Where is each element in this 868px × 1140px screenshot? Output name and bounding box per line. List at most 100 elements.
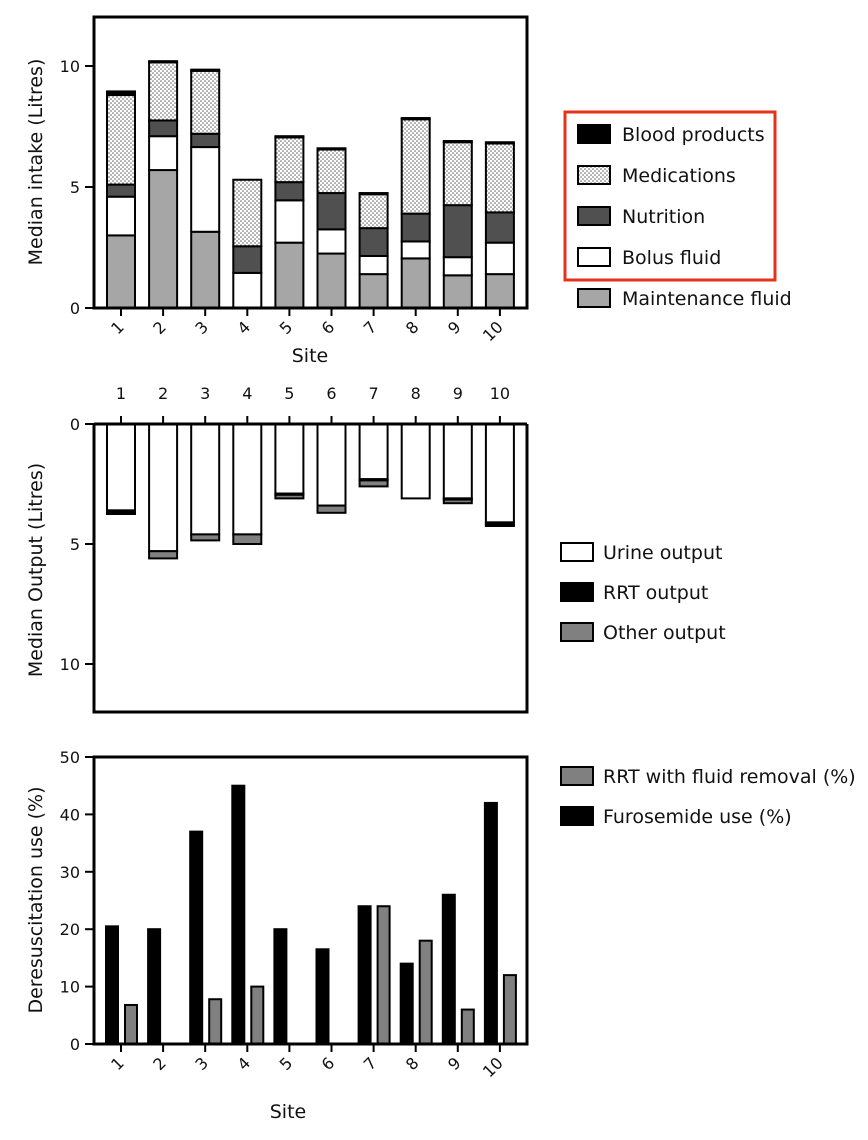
deresuscitation-bar-rrt-with-fluid-removal-pct-site-8 [418, 939, 433, 1045]
deresuscitation-y-tick-label: 20 [60, 920, 80, 939]
output-plot-frame [92, 424, 529, 714]
intake-bar-medications-site-9 [442, 141, 473, 207]
deresuscitation-bar-furosemide-use-pct-site-5 [273, 928, 288, 1046]
intake-x-tick-label: 1 [107, 317, 128, 338]
deresuscitation-x-tick-label: 3 [191, 1053, 212, 1074]
deresuscitation-bar-furosemide-use-pct-site-8 [399, 962, 414, 1046]
legend-swatch-medications [577, 165, 611, 185]
legend-label-medications: Medications [622, 165, 736, 187]
legend-swatch-urine-output [560, 542, 594, 562]
legend-swatch-maintenance-fluid [577, 288, 611, 308]
legend-label-rrt-output: RRT output [603, 582, 708, 604]
intake-bar-nutrition-site-7 [358, 227, 389, 257]
intake-bar-maintenance-fluid-site-2 [148, 169, 179, 309]
output-x-tick-label: 8 [411, 384, 421, 403]
legend-label-maintenance-fluid: Maintenance fluid [622, 288, 792, 310]
legend-label-bolus-fluid: Bolus fluid [622, 247, 721, 269]
deresuscitation-x-axis-label: Site [270, 1101, 306, 1123]
intake-bar-blood-products-site-9 [442, 140, 473, 144]
deresuscitation-panel: 0 10 20 30 40 50 1 2 3 4 5 6 7 8 9 10 Deresuscitation … [25, 748, 856, 1123]
intake-bar-medications-site-10 [484, 142, 515, 214]
output-bar-urine-output-site-10 [484, 423, 515, 524]
intake-bar-maintenance-fluid-site-1 [106, 234, 136, 309]
intake-bar-nutrition-site-9 [442, 204, 473, 259]
legend-label-other-output: Other output [603, 622, 726, 644]
deresuscitation-x-tick-label: 7 [360, 1053, 381, 1074]
intake-bar-medications-site-4 [232, 178, 263, 248]
intake-bar-medications-site-8 [400, 118, 431, 215]
output-bars [106, 423, 515, 560]
deresuscitation-x-tick-label: 1 [107, 1053, 128, 1074]
intake-x-tick-label: 9 [444, 317, 465, 338]
output-bar-urine-output-site-2 [148, 423, 179, 553]
legend-swatch-furosemide-use-pct [560, 806, 594, 826]
deresuscitation-x-tick-label: 8 [402, 1053, 423, 1074]
legend-label-rrt-with-fluid-removal-pct: RRT with fluid removal (%) [603, 766, 856, 788]
deresuscitation-bar-furosemide-use-pct-site-1 [105, 925, 119, 1046]
legend-swatch-blood-products [577, 124, 611, 144]
intake-x-axis-label: Site [292, 345, 328, 367]
intake-bar-blood-products-site-10 [484, 141, 515, 145]
intake-bar-maintenance-fluid-site-8 [400, 257, 431, 310]
deresuscitation-y-ticks: 0 10 20 30 40 50 [60, 748, 94, 1054]
intake-bar-blood-products-site-2 [148, 60, 179, 64]
intake-bar-medications-site-1 [106, 94, 136, 186]
intake-bar-nutrition-site-5 [274, 181, 305, 202]
output-bar-urine-output-site-1 [106, 423, 136, 512]
intake-bar-maintenance-fluid-site-6 [316, 252, 347, 310]
intake-bar-blood-products-site-3 [190, 68, 221, 72]
deresuscitation-bar-rrt-with-fluid-removal-pct-site-3 [208, 998, 223, 1046]
output-x-tick-label: 10 [490, 384, 510, 403]
intake-bar-medications-site-5 [274, 136, 305, 184]
intake-bar-nutrition-site-6 [316, 192, 347, 231]
intake-x-tick-label: 7 [360, 317, 381, 338]
intake-bars [106, 60, 515, 310]
legend-label-nutrition: Nutrition [622, 206, 705, 228]
output-x-tick-label: 9 [453, 384, 463, 403]
intake-x-tick-label: 4 [233, 317, 254, 338]
deresuscitation-x-tick-label: 10 [479, 1053, 507, 1081]
deresuscitation-x-tick-label: 9 [444, 1053, 465, 1074]
deresuscitation-bar-rrt-with-fluid-removal-pct-site-10 [502, 974, 517, 1045]
intake-bar-maintenance-fluid-site-10 [484, 273, 515, 309]
intake-bar-bolus-fluid-site-6 [316, 228, 347, 255]
output-x-tick-label: 4 [242, 384, 252, 403]
deresuscitation-bar-rrt-with-fluid-removal-pct-site-7 [376, 905, 391, 1045]
output-bar-urine-output-site-5 [274, 423, 305, 495]
intake-x-tick-label: 6 [318, 317, 339, 338]
output-bar-other-output-site-10 [484, 523, 515, 527]
intake-bar-medications-site-6 [316, 148, 347, 195]
output-bar-urine-output-site-7 [358, 423, 389, 481]
output-y-ticks: 0 5 10 [60, 415, 94, 674]
output-bar-other-output-site-5 [274, 493, 305, 500]
output-bar-other-output-site-7 [358, 479, 389, 488]
output-bar-urine-output-site-4 [232, 423, 263, 536]
intake-bar-bolus-fluid-site-8 [400, 240, 431, 260]
output-bar-urine-output-site-6 [316, 423, 347, 507]
deresuscitation-bar-rrt-with-fluid-removal-pct-site-4 [250, 985, 265, 1045]
deresuscitation-x-tick-label: 2 [149, 1053, 170, 1074]
intake-y-tick-label: 5 [70, 178, 80, 197]
output-y-tick-label: 0 [70, 415, 80, 434]
output-y-tick-label: 5 [70, 535, 80, 554]
intake-bar-nutrition-site-4 [232, 245, 263, 274]
deresuscitation-bars [105, 784, 517, 1046]
deresuscitation-y-tick-label: 50 [60, 748, 80, 767]
intake-y-axis-label: Median intake (Litres) [25, 59, 47, 266]
legend-label-furosemide-use-pct: Furosemide use (%) [603, 806, 792, 828]
legend-swatch-nutrition [577, 206, 611, 226]
output-bar-other-output-site-4 [232, 533, 263, 546]
intake-x-tick-label: 10 [479, 317, 507, 345]
intake-bar-nutrition-site-1 [106, 183, 136, 198]
output-legend: Urine output RRT output Other output [560, 542, 726, 644]
output-bar-other-output-site-3 [190, 533, 221, 542]
intake-bar-bolus-fluid-site-5 [274, 199, 305, 244]
output-x-ticks: 1 2 3 4 5 6 7 8 9 10 [116, 384, 510, 424]
intake-x-tick-label: 5 [276, 317, 297, 338]
deresuscitation-plot-frame [92, 755, 529, 1046]
intake-bar-blood-products-site-8 [400, 117, 431, 121]
output-x-tick-label: 2 [158, 384, 168, 403]
intake-bar-nutrition-site-3 [190, 132, 221, 149]
intake-bar-maintenance-fluid-site-7 [358, 273, 389, 309]
